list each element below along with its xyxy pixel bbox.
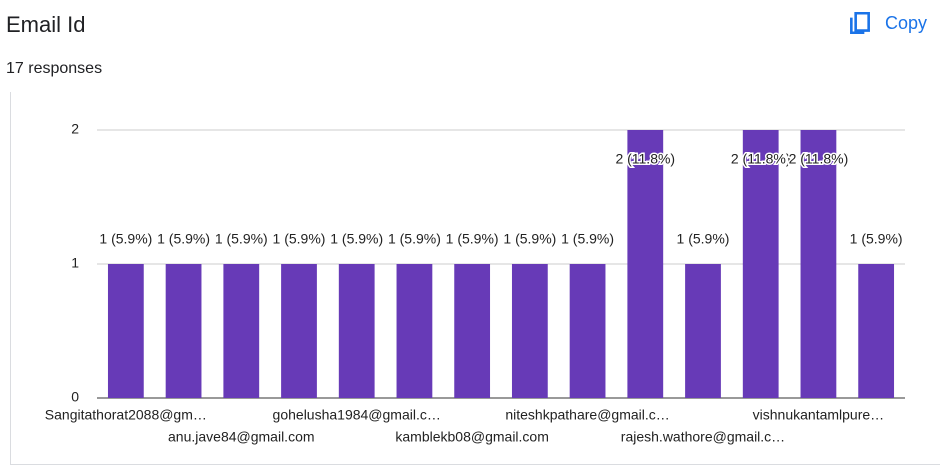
bar <box>454 264 491 398</box>
value-label: 1 (5.9%) <box>503 231 556 247</box>
value-label: 1 (5.9%) <box>388 231 441 247</box>
value-label: 1 (5.9%) <box>215 231 268 247</box>
y-tick-label: 1 <box>71 255 79 271</box>
bar <box>511 264 548 398</box>
value-label: 1 (5.9%) <box>677 231 730 247</box>
bar <box>223 264 260 398</box>
value-label: 1 (5.9%) <box>157 231 210 247</box>
copy-button[interactable]: Copy <box>847 10 927 36</box>
x-tick-label: gohelusha1984@gmail.c… <box>273 407 441 423</box>
value-label: 1 (5.9%) <box>99 231 152 247</box>
value-label: 2 (11.8%) <box>789 151 849 167</box>
bar <box>338 264 375 398</box>
bar <box>685 264 721 398</box>
bar <box>858 264 895 398</box>
value-label: 1 (5.9%) <box>273 231 326 247</box>
x-tick-label: Sangitathorat2088@gm… <box>45 407 207 423</box>
bar <box>569 264 606 398</box>
value-label: 1 (5.9%) <box>850 231 903 247</box>
value-label: 1 (5.9%) <box>561 231 614 247</box>
x-tick-label: rajesh.wathore@gmail.c… <box>621 429 785 445</box>
value-label: 2 (11.8%) <box>615 151 675 167</box>
bar <box>742 130 779 398</box>
value-label: 1 (5.9%) <box>446 231 499 247</box>
y-tick-label: 0 <box>71 389 79 405</box>
x-tick-label: kamblekb08@gmail.com <box>395 429 549 445</box>
bar <box>281 264 317 398</box>
copy-icon <box>850 11 870 35</box>
question-title: Email Id <box>6 12 86 37</box>
bar <box>165 264 202 398</box>
value-label: 2 (11.8%) <box>731 151 791 167</box>
bar <box>107 264 144 398</box>
bar <box>627 130 664 398</box>
bar <box>396 264 433 398</box>
x-tick-label: anu.jave84@gmail.com <box>168 429 315 445</box>
x-tick-label: niteshkpathare@gmail.c… <box>505 407 669 423</box>
chart-frame <box>10 92 940 465</box>
y-tick-label: 2 <box>71 121 79 137</box>
bar <box>800 130 837 398</box>
value-label: 1 (5.9%) <box>330 231 383 247</box>
copy-label: Copy <box>884 12 927 33</box>
x-tick-label: vishnukantamlpure… <box>753 407 885 423</box>
response-count: 17 responses <box>6 60 103 77</box>
